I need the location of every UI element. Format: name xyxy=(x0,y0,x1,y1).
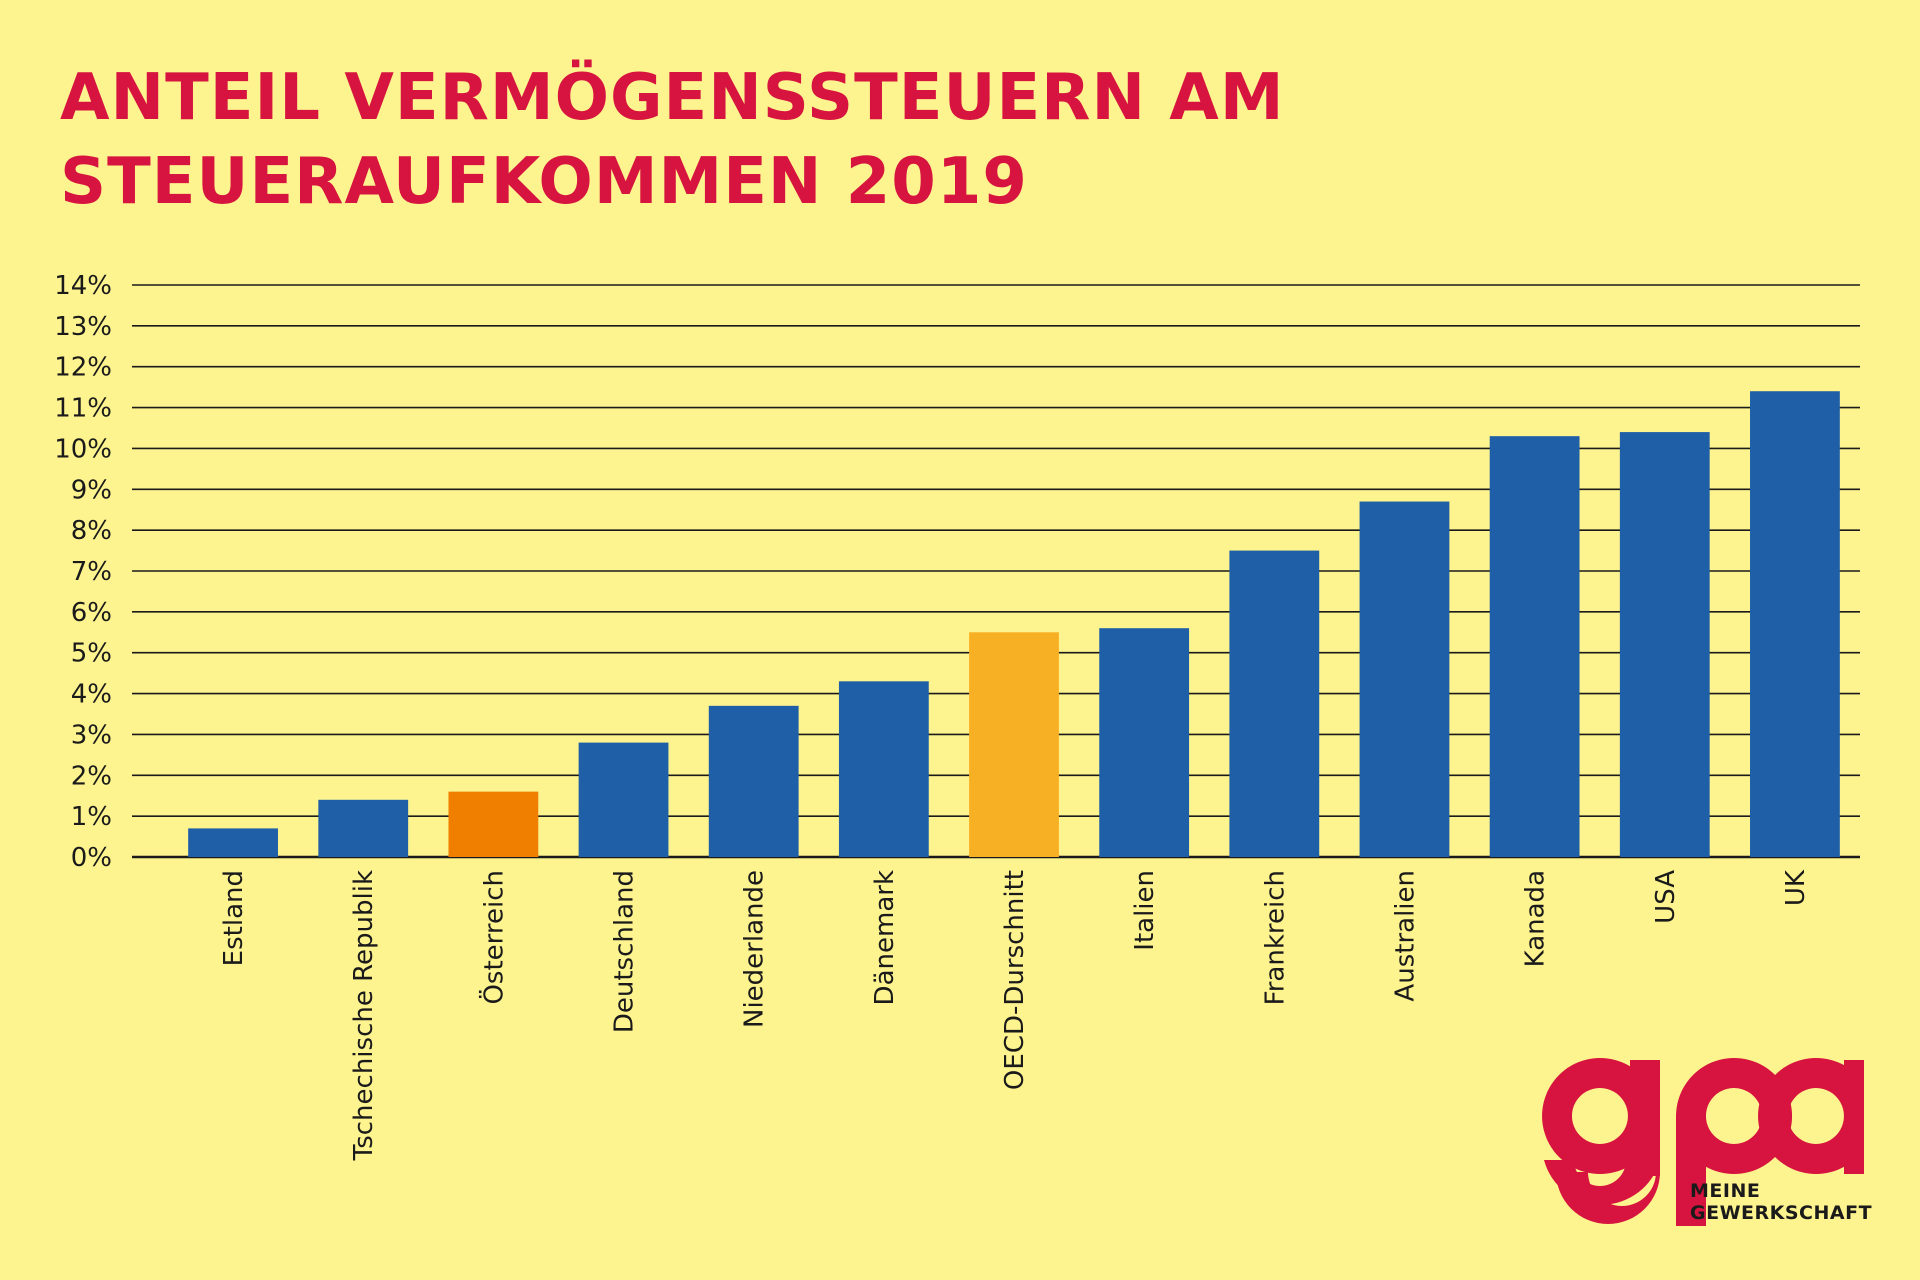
bar xyxy=(188,828,278,857)
chart-title-line-1: ANTEIL VERMÖGENSSTEUERN AM xyxy=(60,61,1285,135)
y-tick-label: 14% xyxy=(54,271,112,301)
y-axis-ticks: 0% 1% 2% 3% 4% 5% 6% 7% 8% 9% 10% 11% 12% 13% 14% xyxy=(54,271,112,873)
x-axis-labels: Estland Tschechische Republik Österreich De… xyxy=(219,869,1811,1161)
bar xyxy=(578,742,669,857)
x-category-label: UK xyxy=(1781,869,1811,906)
bar xyxy=(708,705,799,857)
y-tick-label: 0% xyxy=(71,843,112,873)
logo-tagline-line-1: MEINE xyxy=(1690,1180,1761,1202)
y-tick-label: 1% xyxy=(71,802,112,832)
x-category-label: Australien xyxy=(1390,870,1420,1002)
logo-tagline-line-2: GEWERKSCHAFT xyxy=(1690,1202,1873,1224)
bar xyxy=(1359,501,1450,857)
y-tick-label: 10% xyxy=(54,434,112,464)
x-category-label: Kanada xyxy=(1521,870,1551,967)
bar xyxy=(969,632,1059,857)
y-tick-label: 6% xyxy=(71,598,112,628)
x-category-label: Niederlande xyxy=(740,870,770,1028)
bars xyxy=(188,391,1840,857)
y-tick-label: 7% xyxy=(71,557,112,587)
chart-title-line-2: STEUERAUFKOMMEN 2019 xyxy=(60,145,1028,219)
x-category-label: USA xyxy=(1651,870,1681,924)
x-category-label: Italien xyxy=(1130,870,1160,951)
bar xyxy=(1099,628,1190,857)
y-tick-label: 12% xyxy=(54,353,112,383)
y-tick-label: 8% xyxy=(71,516,112,546)
bar xyxy=(838,681,929,857)
y-tick-label: 9% xyxy=(71,475,112,505)
y-tick-label: 5% xyxy=(71,639,112,669)
x-category-label: Deutschland xyxy=(610,870,640,1033)
y-tick-label: 2% xyxy=(71,761,112,791)
gpa-logo xyxy=(1542,1058,1864,1226)
x-category-label: Frankreich xyxy=(1260,870,1290,1005)
bar xyxy=(1229,550,1320,857)
bar xyxy=(448,791,539,857)
bar xyxy=(1750,391,1840,857)
bar xyxy=(1619,432,1710,857)
chart-title: ANTEIL VERMÖGENSSTEUERN AM STEUERAUFKOMM… xyxy=(60,56,1460,224)
y-tick-label: 11% xyxy=(54,394,112,424)
x-category-label: Tschechische Republik xyxy=(349,870,379,1161)
bar xyxy=(1489,436,1580,857)
x-category-label: Österreich xyxy=(477,870,509,1005)
bar xyxy=(318,799,409,857)
x-category-label: Estland xyxy=(219,870,249,966)
x-category-label: OECD-Durschnitt xyxy=(1000,870,1030,1090)
y-tick-label: 4% xyxy=(71,680,112,710)
x-category-label: Dänemark xyxy=(870,870,900,1005)
y-tick-label: 13% xyxy=(54,312,112,342)
y-tick-label: 3% xyxy=(71,720,112,750)
